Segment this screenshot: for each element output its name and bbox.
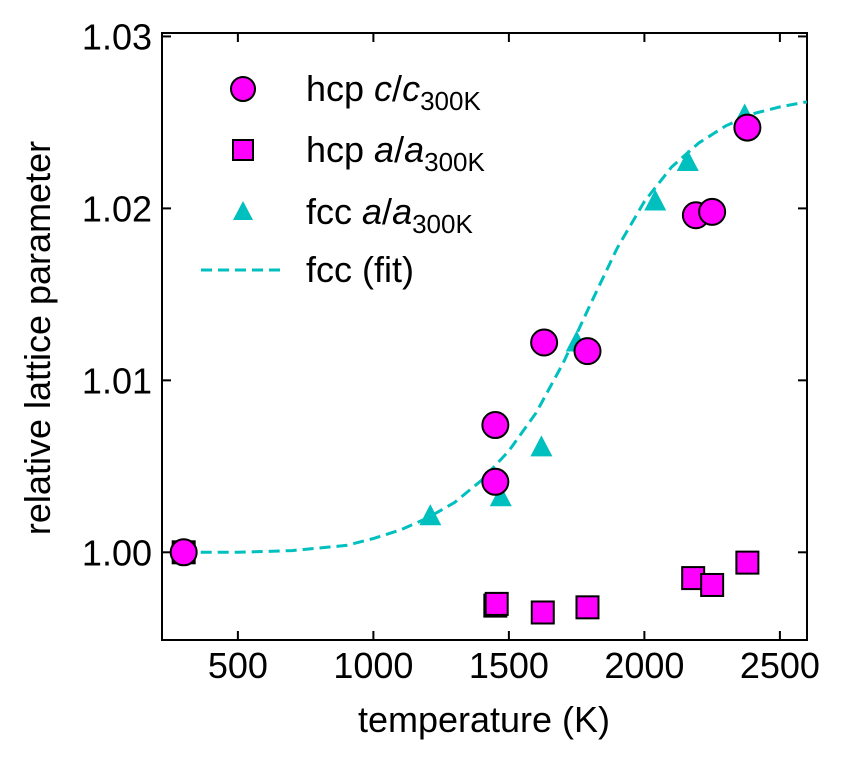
triangle-point — [419, 504, 442, 526]
legend-prefix: fcc — [306, 191, 362, 232]
circle-point — [481, 467, 510, 496]
y-tick-label: 1.02 — [82, 188, 152, 229]
legend-var: a — [362, 191, 382, 232]
y-tick-label: 1.01 — [82, 360, 152, 401]
legend-prefix: hcp — [306, 129, 374, 170]
x-tick-label: 1000 — [333, 645, 413, 686]
y-axis: 1.00 1.01 1.02 1.03 — [82, 16, 807, 573]
legend-label: fcc a/a300K — [306, 191, 473, 239]
plot-frame — [161, 32, 808, 641]
x-tick-label: 2000 — [604, 645, 684, 686]
legend-prefix: fcc (fit) — [306, 249, 414, 290]
legend-subscript: 300K — [420, 86, 481, 116]
legend-label: hcp a/a300K — [306, 129, 486, 177]
plot-area — [169, 100, 807, 625]
legend-sep: / — [392, 68, 402, 109]
square-point — [700, 572, 725, 597]
fit-line — [183, 100, 807, 554]
legend-subscript: 300K — [424, 147, 485, 177]
legend-sep: / — [382, 191, 392, 232]
legend-var2: c — [402, 68, 420, 109]
circle-point — [573, 337, 602, 366]
legend-var: c — [374, 68, 392, 109]
circle-point — [733, 113, 762, 142]
legend-label: hcp c/c300K — [306, 68, 481, 116]
x-tick-label: 500 — [208, 645, 268, 686]
legend-subscript: 300K — [412, 209, 473, 239]
legend-marker-circle — [230, 76, 256, 102]
square-point — [530, 600, 555, 625]
circle-point — [530, 328, 559, 357]
y-tick-label: 1.03 — [82, 16, 152, 57]
square-point — [484, 591, 509, 616]
legend-var2: a — [392, 191, 412, 232]
circle-point — [169, 538, 198, 567]
circle-point — [698, 197, 727, 226]
x-axis: 500 1000 1500 2000 2500 — [208, 33, 820, 686]
legend-marker-square — [232, 139, 254, 161]
triangle-point — [530, 435, 553, 457]
square-point — [735, 550, 760, 575]
triangle-point — [676, 149, 699, 171]
legend-label: fcc (fit) — [306, 249, 414, 290]
legend-var: a — [374, 129, 394, 170]
x-axis-label: temperature (K) — [358, 699, 610, 740]
triangle-point — [489, 485, 512, 507]
square-point — [575, 595, 600, 620]
circle-point — [481, 411, 510, 440]
y-axis-label: relative lattice parameter — [17, 141, 58, 535]
legend-sep: / — [394, 129, 404, 170]
legend-prefix: hcp — [306, 68, 374, 109]
x-tick-label: 2500 — [740, 645, 820, 686]
x-tick-label: 1500 — [469, 645, 549, 686]
triangle-point — [644, 189, 667, 211]
legend-var2: a — [404, 129, 424, 170]
y-tick-label: 1.00 — [82, 532, 152, 573]
legend-marker-triangle — [233, 201, 253, 220]
plot-border — [161, 32, 808, 641]
